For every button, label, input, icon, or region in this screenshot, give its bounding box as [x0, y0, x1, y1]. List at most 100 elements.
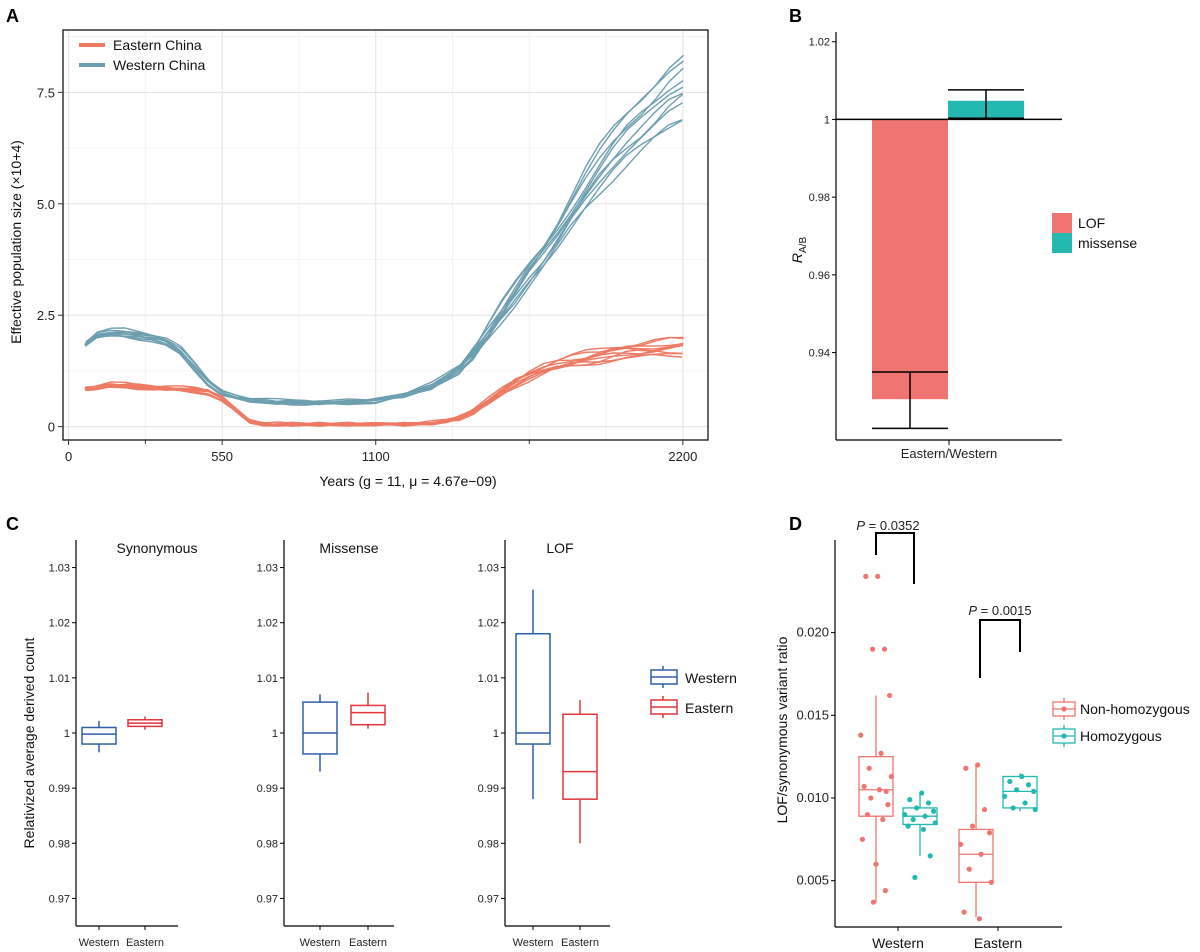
panel-letter-c: C: [6, 514, 19, 534]
legend-point: [1061, 733, 1067, 739]
data-point: [931, 808, 937, 814]
significance-bracket-western: [875, 532, 915, 584]
data-point: [987, 830, 993, 836]
data-point: [966, 866, 972, 872]
y-tick-label: 0.97: [49, 893, 70, 905]
legend-label-eastern: Eastern China: [113, 37, 202, 53]
y-tick-label: 1.03: [257, 563, 278, 575]
x-tick-label: Western: [79, 937, 120, 949]
panel-c-legend: Western Eastern: [650, 666, 737, 718]
data-point: [1031, 788, 1037, 794]
y-tick-label: 0.97: [478, 893, 499, 905]
y-tick-label: 1: [64, 728, 70, 740]
x-tick-label: 550: [211, 449, 233, 464]
data-point: [976, 916, 983, 922]
p-value-text-western: = 0.0352: [869, 518, 920, 533]
y-tick-label: 2.5: [37, 308, 55, 323]
x-tick-label: 0: [65, 449, 72, 464]
data-point: [963, 765, 969, 771]
panel-b-bar-chart: 0.94 0.96 0.98 1 1.02: [809, 32, 1062, 445]
panel-d-legend: Non-homozygous Homozygous: [1052, 698, 1190, 747]
data-point: [880, 816, 886, 823]
legend-label-western-box: Western: [685, 670, 737, 686]
y-tick-label: 1.02: [49, 618, 70, 630]
legend-point: [1061, 706, 1067, 712]
p-label-eastern: P: [968, 603, 977, 618]
panel-letter-b: B: [789, 6, 802, 26]
legend-label-non-homozygous: Non-homozygous: [1080, 701, 1190, 717]
data-point: [861, 783, 867, 790]
y-tick-label: 1: [493, 728, 499, 740]
box-eastern: [350, 704, 386, 726]
legend-key-non-homozygous: [1052, 698, 1076, 720]
panel-a-line-chart: 0 550 1100 2200 0 2.5 5.0 7.5: [37, 29, 709, 464]
x-tick-label: Eastern: [974, 935, 1022, 951]
legend-key-homozygous: [1052, 725, 1076, 747]
y-tick-label: 1.03: [478, 563, 499, 575]
legend-label-missense: missense: [1078, 235, 1137, 251]
data-point: [902, 811, 908, 818]
significance-bracket-eastern: [979, 619, 1021, 678]
y-tick-label: 0.99: [49, 783, 70, 795]
data-point: [914, 805, 920, 811]
series-line-eastern: [85, 342, 684, 427]
y-tick-label: 0.98: [809, 192, 830, 204]
y-tick-label: 1.01: [257, 673, 278, 685]
panel-letter-d: D: [789, 514, 802, 534]
data-point: [1022, 800, 1028, 806]
p-value-text-eastern: = 0.0015: [981, 603, 1032, 618]
data-point: [858, 732, 864, 738]
facet-title-missense: Missense: [319, 540, 378, 556]
data-point: [864, 811, 871, 818]
y-tick-label: 0.010: [796, 790, 829, 805]
box-western: [81, 726, 117, 745]
data-point: [988, 879, 994, 885]
plot-border-a: [62, 29, 709, 441]
y-tick-label: 1.02: [478, 618, 499, 630]
y-tick-label: 1: [272, 728, 278, 740]
data-point: [887, 692, 893, 699]
data-point: [922, 813, 928, 819]
data-point: [961, 909, 967, 915]
panel-d-y-axis-label: LOF/synonymous variant ratio: [774, 636, 790, 823]
data-point: [859, 836, 866, 842]
panel-b-y-axis-label: RA/B: [789, 237, 809, 264]
data-point: [919, 790, 925, 796]
panel-c-box-plots: 0.97 0.98 0.99 1 1.01 1.02 1.03 Western Eastern 0…: [49, 540, 610, 949]
series-line-western: [84, 93, 684, 405]
y-tick-label: 1.03: [49, 563, 70, 575]
data-point: [978, 851, 984, 857]
data-point: [881, 646, 888, 652]
p-label-western: P: [856, 518, 865, 533]
legend-label-homozygous: Homozygous: [1080, 728, 1162, 744]
data-point: [873, 861, 879, 867]
data-point: [885, 802, 891, 808]
legend-label-lof: LOF: [1078, 215, 1105, 231]
data-point: [883, 788, 889, 794]
y-tick-label: 0.96: [809, 270, 830, 282]
x-tick-label: 1100: [362, 449, 390, 464]
y-tick-label: 0.98: [478, 838, 499, 850]
y-tick-label: 1.02: [257, 618, 278, 630]
legend-swatch-lof: [1052, 213, 1072, 233]
data-point: [932, 820, 938, 826]
y-tick-label: 1.01: [49, 673, 70, 685]
data-point: [1032, 806, 1038, 813]
data-point: [1002, 793, 1008, 799]
p-value-eastern: P = 0.0015: [968, 603, 1031, 618]
data-point: [866, 765, 872, 771]
data-point: [1019, 773, 1025, 780]
panel-c-y-axis-label: Relativized average derived count: [21, 637, 37, 848]
x-tick-label: Western: [513, 937, 554, 949]
data-point: [1010, 805, 1016, 811]
x-tick-label: Eastern: [126, 937, 164, 949]
y-tick-label: 0.005: [796, 873, 829, 888]
y-tick-label: 0.94: [809, 348, 830, 360]
x-tick-label: Western: [300, 937, 341, 949]
legend-label-western: Western China: [113, 57, 206, 73]
facet-title-lof: LOF: [546, 540, 573, 556]
y-tick-label: 0.98: [257, 838, 278, 850]
data-point: [888, 773, 894, 780]
panel-b-legend: LOF missense: [1052, 213, 1137, 253]
